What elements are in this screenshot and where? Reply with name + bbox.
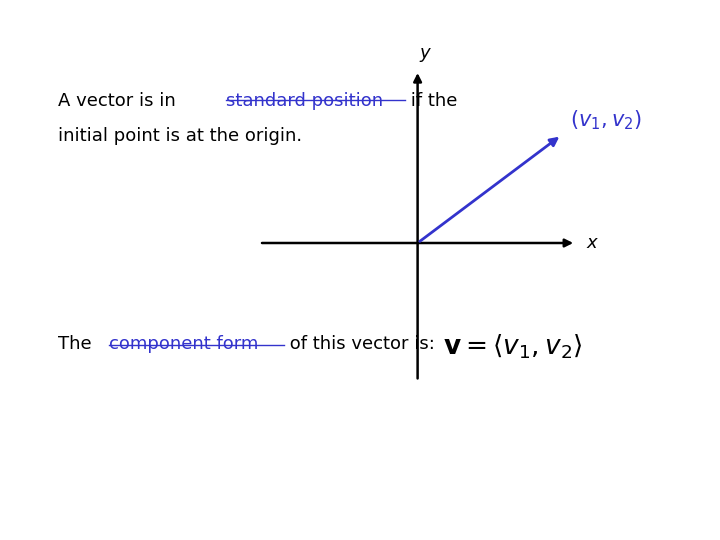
Text: x: x [587, 234, 598, 252]
Text: of this vector is:: of this vector is: [284, 335, 436, 353]
Text: A vector is in: A vector is in [58, 92, 181, 110]
Text: standard position: standard position [226, 92, 383, 110]
Text: $(v_1, v_2)$: $(v_1, v_2)$ [570, 109, 642, 132]
Text: The: The [58, 335, 97, 353]
Text: if the: if the [405, 92, 457, 110]
Text: y: y [420, 44, 430, 62]
Text: $\mathbf{v} = \langle v_1, v_2 \rangle$: $\mathbf{v} = \langle v_1, v_2 \rangle$ [443, 332, 582, 361]
Text: initial point is at the origin.: initial point is at the origin. [58, 127, 302, 145]
Text: component form: component form [109, 335, 258, 353]
